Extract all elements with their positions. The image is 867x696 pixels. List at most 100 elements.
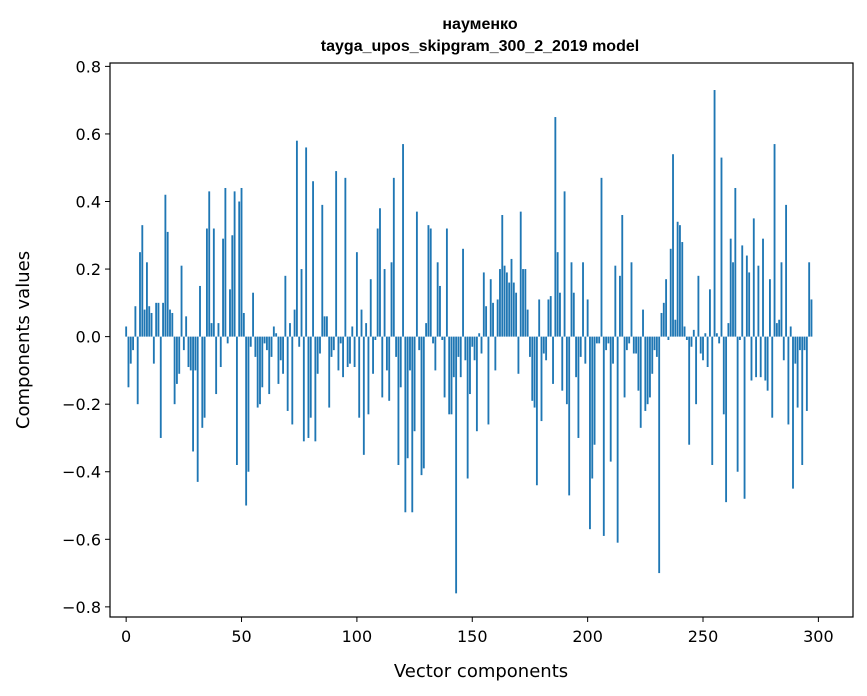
bar bbox=[755, 336, 758, 378]
bar bbox=[291, 336, 294, 425]
bar bbox=[789, 326, 792, 337]
bar bbox=[672, 154, 674, 337]
bar bbox=[586, 299, 589, 337]
bar bbox=[390, 262, 393, 337]
bar bbox=[261, 336, 264, 388]
bar bbox=[487, 336, 490, 425]
bar bbox=[441, 336, 444, 340]
chart-subtitle: tayga_upos_skipgram_300_2_2019 model bbox=[321, 38, 639, 55]
bar bbox=[667, 336, 670, 340]
bar bbox=[801, 336, 804, 465]
bar bbox=[360, 309, 363, 337]
bar bbox=[612, 336, 614, 364]
bar bbox=[199, 285, 201, 337]
x-tick-label: 50 bbox=[231, 627, 251, 646]
bar bbox=[272, 326, 275, 337]
bar bbox=[649, 336, 651, 398]
x-tick-label: 0 bbox=[121, 627, 131, 646]
bar bbox=[150, 312, 153, 337]
bar bbox=[139, 252, 141, 337]
bar bbox=[660, 312, 663, 337]
bar bbox=[166, 231, 169, 337]
bar bbox=[494, 336, 497, 371]
bar bbox=[669, 248, 672, 337]
bar bbox=[559, 292, 561, 337]
bar bbox=[219, 336, 222, 368]
bar bbox=[688, 336, 691, 445]
bar bbox=[552, 336, 554, 384]
bar bbox=[639, 336, 642, 428]
bar bbox=[561, 336, 564, 391]
bar bbox=[279, 336, 282, 361]
bar bbox=[164, 194, 167, 337]
bar bbox=[469, 336, 471, 395]
bar bbox=[422, 336, 425, 469]
bar bbox=[630, 262, 633, 337]
bar bbox=[575, 336, 578, 378]
y-axis: −0.8 −0.6 −0.4 −0.2 0.0 0.2 0.4 0.6 0.8 bbox=[62, 57, 110, 617]
bar bbox=[455, 336, 458, 594]
bar bbox=[374, 336, 377, 340]
bar bbox=[439, 285, 441, 337]
bar bbox=[240, 187, 243, 337]
bar bbox=[127, 336, 130, 388]
bar bbox=[175, 336, 178, 384]
bar bbox=[734, 187, 737, 337]
bar bbox=[379, 208, 381, 337]
bar bbox=[238, 201, 241, 337]
y-tick-label: 0.4 bbox=[76, 193, 101, 212]
bar bbox=[196, 336, 199, 482]
bar bbox=[399, 336, 402, 388]
bar bbox=[245, 336, 248, 506]
bar bbox=[365, 323, 368, 337]
bar bbox=[141, 225, 144, 337]
bar bbox=[692, 329, 695, 337]
bar bbox=[517, 336, 520, 374]
bar bbox=[372, 336, 374, 374]
bar bbox=[185, 316, 188, 337]
bars-group bbox=[125, 90, 813, 594]
bar bbox=[787, 336, 790, 425]
bar bbox=[307, 336, 310, 438]
bar bbox=[577, 336, 580, 438]
bar bbox=[229, 289, 231, 337]
bar bbox=[632, 336, 635, 354]
bar bbox=[302, 336, 305, 442]
bar bbox=[321, 204, 324, 337]
bar bbox=[591, 336, 594, 479]
bar bbox=[450, 336, 453, 415]
bar bbox=[635, 336, 638, 354]
bar bbox=[722, 336, 725, 415]
bar bbox=[427, 225, 430, 337]
bar bbox=[773, 144, 776, 337]
bar bbox=[556, 252, 559, 337]
bar bbox=[662, 302, 665, 337]
y-tick-label: 0.2 bbox=[76, 260, 101, 279]
bar bbox=[148, 306, 151, 337]
y-tick-label: −0.6 bbox=[62, 530, 101, 549]
bar bbox=[215, 336, 218, 395]
bar bbox=[702, 336, 704, 361]
bar bbox=[152, 336, 155, 364]
bar bbox=[683, 326, 686, 337]
bar bbox=[554, 117, 557, 337]
bar bbox=[385, 336, 388, 371]
bar bbox=[443, 336, 446, 398]
bar bbox=[143, 309, 146, 337]
bar bbox=[510, 258, 513, 337]
bar bbox=[162, 302, 164, 337]
bar bbox=[203, 336, 206, 418]
bar bbox=[319, 336, 321, 354]
bar bbox=[404, 336, 407, 513]
bar bbox=[584, 336, 587, 364]
bar bbox=[187, 336, 190, 368]
bar bbox=[171, 312, 174, 337]
bar bbox=[335, 171, 338, 337]
bar bbox=[325, 316, 328, 337]
bar bbox=[434, 336, 437, 371]
bar bbox=[748, 272, 751, 337]
bar bbox=[501, 215, 504, 337]
bar bbox=[713, 90, 716, 337]
x-tick-label: 200 bbox=[572, 627, 603, 646]
bar bbox=[282, 336, 284, 374]
